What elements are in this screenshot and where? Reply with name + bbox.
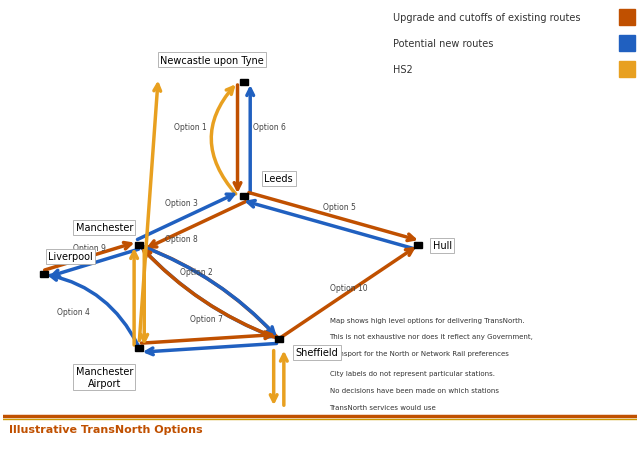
Text: Hull: Hull xyxy=(433,240,452,251)
Text: No decisions have been made on which stations: No decisions have been made on which sta… xyxy=(330,387,499,393)
Text: Leeds: Leeds xyxy=(264,174,293,184)
Text: Upgrade and cutoffs of existing routes: Upgrade and cutoffs of existing routes xyxy=(393,14,580,23)
Text: Option 3: Option 3 xyxy=(164,198,197,207)
Text: Option 9: Option 9 xyxy=(72,244,106,253)
Text: Manchester: Manchester xyxy=(76,223,133,233)
Text: Newcastle upon Tyne: Newcastle upon Tyne xyxy=(160,55,264,66)
FancyBboxPatch shape xyxy=(135,345,143,351)
Text: Option 5: Option 5 xyxy=(323,203,356,212)
FancyBboxPatch shape xyxy=(620,36,636,52)
Text: Sheffield: Sheffield xyxy=(296,347,338,358)
Text: Transport for the North or Network Rail preferences: Transport for the North or Network Rail … xyxy=(330,351,509,357)
Text: Option 4: Option 4 xyxy=(57,308,90,317)
Text: Map shows high level options for delivering TransNorth.: Map shows high level options for deliver… xyxy=(330,317,524,323)
Text: Option 10: Option 10 xyxy=(330,283,367,292)
FancyBboxPatch shape xyxy=(240,80,248,86)
FancyBboxPatch shape xyxy=(40,272,48,277)
FancyBboxPatch shape xyxy=(620,10,636,26)
Text: Liverpool: Liverpool xyxy=(48,252,93,262)
FancyBboxPatch shape xyxy=(620,62,636,78)
FancyBboxPatch shape xyxy=(414,243,422,249)
FancyBboxPatch shape xyxy=(240,193,248,199)
Text: HS2: HS2 xyxy=(393,65,413,75)
Text: Option 2: Option 2 xyxy=(180,267,213,276)
Text: Option 8: Option 8 xyxy=(164,234,197,243)
Text: Potential new routes: Potential new routes xyxy=(393,39,493,49)
Text: Option 6: Option 6 xyxy=(253,123,286,132)
Text: Manchester
Airport: Manchester Airport xyxy=(76,366,133,388)
Text: Illustrative TransNorth Options: Illustrative TransNorth Options xyxy=(9,424,203,434)
Text: Option 7: Option 7 xyxy=(190,314,223,323)
FancyBboxPatch shape xyxy=(135,243,143,249)
Text: Option 1: Option 1 xyxy=(174,123,207,132)
Text: This is not exhaustive nor does it reflect any Government,: This is not exhaustive nor does it refle… xyxy=(330,334,533,340)
Text: TransNorth services would use: TransNorth services would use xyxy=(330,404,436,410)
FancyBboxPatch shape xyxy=(275,336,283,342)
Text: City labels do not represent particular stations.: City labels do not represent particular … xyxy=(330,370,495,376)
